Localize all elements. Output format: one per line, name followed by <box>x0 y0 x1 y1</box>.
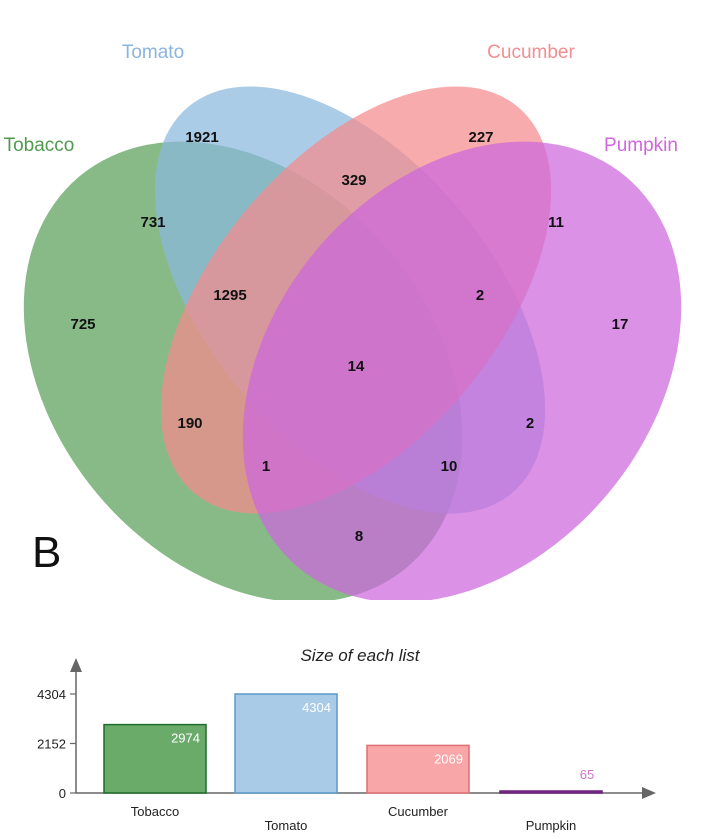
panel-label: B <box>32 528 62 577</box>
venn-count-tobacco-tomato-cucumber-pumpkin: 14 <box>348 358 365 375</box>
venn-count-tomato: 1921 <box>185 129 218 146</box>
category-label-pumpkin: Pumpkin <box>526 818 577 833</box>
venn-label-tobacco: Tobacco <box>4 135 75 156</box>
venn-count-tobacco-tomato: 731 <box>140 214 165 231</box>
value-label-pumpkin: 65 <box>580 767 594 782</box>
venn-count-tobacco-tomato-cucumber: 1295 <box>213 287 246 304</box>
venn-count-tobacco-cucumber-pumpkin: 1 <box>262 458 270 475</box>
chart-title: Size of each list <box>300 646 420 665</box>
venn-count-tobacco-cucumber: 190 <box>177 415 202 432</box>
category-label-cucumber: Cucumber <box>388 804 449 819</box>
y-tick-label: 0 <box>59 786 66 801</box>
category-label-tomato: Tomato <box>265 818 308 833</box>
value-label-tobacco: 2974 <box>171 731 200 746</box>
venn-count-cucumber: 227 <box>468 129 493 146</box>
bar-cucumber <box>366 744 470 794</box>
venn-count-pumpkin: 17 <box>612 316 629 333</box>
value-label-tomato: 4304 <box>302 700 331 715</box>
y-tick-label: 2152 <box>37 737 66 752</box>
bar-pumpkin <box>499 790 603 794</box>
venn-label-pumpkin: Pumpkin <box>604 135 678 156</box>
venn-set-pumpkin <box>242 141 682 600</box>
venn-label-tomato: Tomato <box>122 42 184 63</box>
bar-tomato <box>234 693 338 794</box>
y-tick-label: 4304 <box>37 687 66 702</box>
venn-count-tobacco-tomato-pumpkin: 10 <box>441 458 458 475</box>
venn-count-tobacco-pumpkin: 8 <box>355 528 363 545</box>
venn-count-tomato-cucumber-pumpkin: 2 <box>476 287 484 304</box>
venn-label-cucumber: Cucumber <box>487 42 575 63</box>
y-axis-arrow <box>70 658 82 672</box>
bar-tobacco <box>103 723 207 794</box>
value-label-cucumber: 2069 <box>434 751 463 766</box>
venn-count-tomato-cucumber: 329 <box>341 172 366 189</box>
venn-diagram: Tobacco Tomato Cucumber Pumpkin 1921 227 329 7… <box>4 42 682 600</box>
venn-count-cucumber-pumpkin: 11 <box>548 214 564 231</box>
venn-count-tomato-pumpkin: 2 <box>526 415 534 432</box>
category-label-tobacco: Tobacco <box>131 804 179 819</box>
bar-chart: Size of each list 0 2152 4304 Tobacco Tomat… <box>37 646 656 833</box>
venn-count-tobacco: 725 <box>70 316 95 333</box>
x-axis-arrow <box>642 787 656 799</box>
